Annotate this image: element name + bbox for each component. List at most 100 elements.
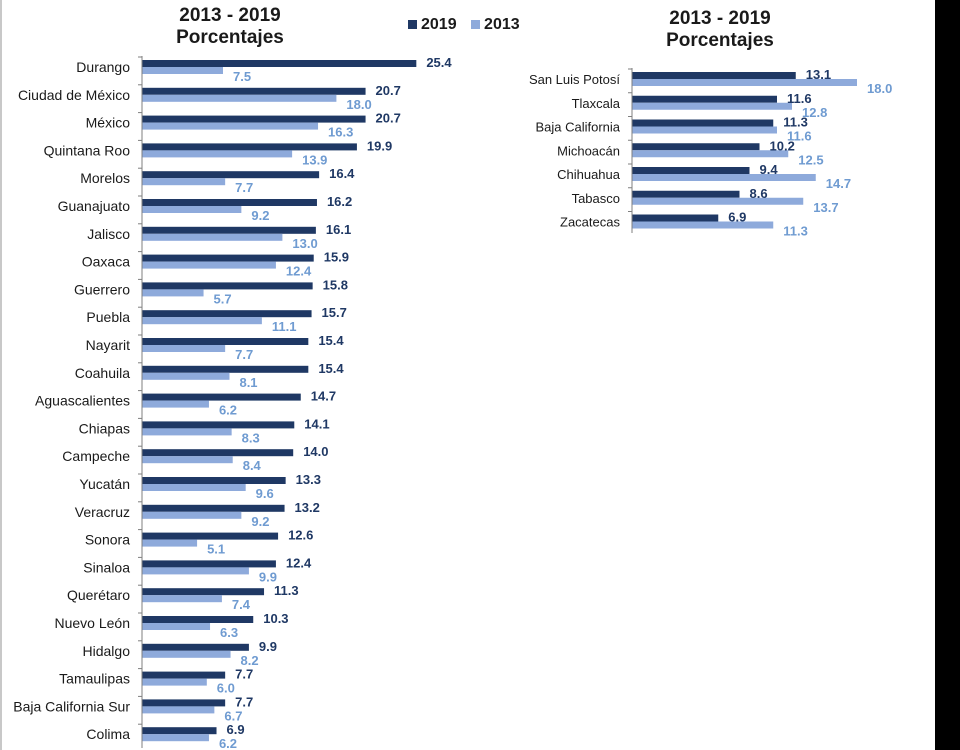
left-value-label-2019: 15.4: [318, 333, 344, 348]
left-value-label-2019: 12.6: [288, 528, 313, 543]
left-bar-2019: [142, 254, 314, 262]
left-bar-2013: [142, 400, 209, 408]
left-value-label-2019: 15.9: [324, 250, 349, 265]
left-category-label: Quintana Roo: [44, 142, 131, 158]
right-category-label: Tlaxcala: [572, 96, 621, 111]
left-category-label: Baja California Sur: [13, 698, 130, 714]
right-value-label-2013: 12.5: [798, 152, 823, 167]
left-value-label-2013: 6.0: [217, 681, 235, 696]
left-bar-2013: [142, 150, 293, 158]
left-category-label: Morelos: [80, 170, 130, 186]
left-bar-2013: [142, 595, 222, 603]
left-bar-2019: [142, 60, 417, 67]
left-bar-2013: [142, 261, 276, 269]
left-bar-2019: [142, 199, 317, 206]
left-value-label-2013: 6.7: [224, 708, 242, 723]
right-value-label-2013: 11.6: [787, 129, 812, 144]
left-bar-2019: [142, 282, 313, 290]
left-bar-2019: [142, 643, 249, 651]
right-value-label-2013: 12.8: [802, 105, 827, 120]
right-bar-2013: [632, 102, 792, 110]
left-bar-2013: [142, 67, 223, 74]
left-value-label-2019: 14.1: [304, 416, 329, 431]
right-bar-2013: [632, 79, 857, 86]
right-bar-2019: [632, 95, 777, 103]
left-bar-2013: [142, 539, 198, 547]
left-category-label: Colima: [86, 726, 130, 742]
right-value-label-2019: 13.1: [806, 67, 831, 82]
left-bar-2013: [142, 317, 262, 325]
left-value-label-2013: 8.4: [243, 458, 262, 473]
left-value-label-2013: 6.2: [219, 736, 237, 750]
left-bar-2013: [142, 206, 242, 213]
left-bar-2013: [142, 484, 246, 491]
left-bar-2019: [142, 310, 312, 318]
right-chart-title-years: 2013 - 2019: [669, 8, 771, 29]
left-bar-2019: [142, 171, 320, 179]
left-bar-2019: [142, 588, 265, 596]
left-category-label: Sinaloa: [83, 559, 130, 575]
left-bar-2019: [142, 560, 276, 568]
left-category-label: Guanajuato: [58, 198, 131, 214]
left-value-label-2013: 7.7: [235, 180, 253, 195]
left-bar-2013: [142, 122, 319, 130]
right-bar-2013: [632, 174, 816, 181]
left-bar-2013: [142, 233, 283, 241]
left-bar-2013: [142, 289, 204, 297]
left-value-label-2013: 13.9: [302, 152, 327, 167]
left-value-label-2019: 16.4: [329, 166, 355, 181]
left-value-label-2013: 7.5: [233, 69, 251, 84]
left-bar-2013: [142, 372, 230, 380]
right-value-label-2019: 6.9: [728, 210, 746, 225]
right-bar-2013: [632, 126, 777, 134]
right-value-label-2019: 9.4: [760, 162, 779, 177]
left-category-label: Jalisco: [87, 226, 130, 242]
left-value-label-2013: 9.6: [256, 486, 274, 501]
left-value-label-2013: 8.3: [242, 430, 260, 445]
left-value-label-2013: 7.4: [232, 597, 251, 612]
right-chart-title: 2013 - 2019 Porcentajes: [600, 8, 840, 52]
left-border: [0, 0, 2, 750]
right-category-label: Michoacán: [557, 143, 620, 158]
left-value-label-2019: 20.7: [376, 111, 401, 126]
right-bar-2019: [632, 190, 740, 198]
right-category-label: Baja California: [535, 120, 620, 135]
left-value-label-2013: 12.4: [286, 264, 312, 279]
right-bar-2019: [632, 119, 774, 127]
legend-item-2019: 2019: [408, 16, 457, 33]
left-bar-2013: [142, 623, 211, 630]
left-bar-2019: [142, 616, 254, 623]
left-bar-2019: [142, 449, 294, 457]
left-bar-2013: [142, 456, 233, 464]
left-chart-title: 2013 - 2019 Porcentajes: [120, 5, 340, 49]
legend-item-2013: 2013: [471, 16, 520, 33]
left-bar-2013: [142, 567, 249, 575]
left-category-label: México: [86, 115, 131, 131]
left-category-label: Ciudad de México: [18, 87, 130, 103]
left-value-label-2019: 11.3: [274, 583, 299, 598]
left-bar-2019: [142, 727, 217, 735]
left-bar-2019: [142, 699, 226, 707]
left-value-label-2019: 15.4: [318, 361, 344, 376]
right-bar-2019: [632, 143, 760, 151]
right-bar-2013: [632, 197, 804, 205]
left-value-label-2013: 11.1: [272, 319, 297, 334]
left-bar-2013: [142, 650, 231, 658]
right-value-label-2013: 13.7: [813, 200, 838, 215]
left-value-label-2019: 16.1: [326, 222, 351, 237]
left-bar-2013: [142, 734, 209, 742]
left-value-label-2019: 7.7: [235, 694, 253, 709]
right-value-label-2019: 10.2: [770, 138, 795, 153]
right-value-label-2019: 11.6: [787, 91, 812, 106]
legend-swatch-2013: [471, 20, 481, 30]
right-bar-2019: [632, 214, 719, 222]
left-bar-2013: [142, 345, 226, 352]
left-category-label: Oaxaca: [82, 254, 130, 270]
left-value-label-2013: 5.1: [207, 542, 225, 557]
left-category-label: Querétaro: [67, 587, 130, 603]
left-category-label: Nayarit: [86, 337, 130, 353]
left-bar-2019: [142, 338, 309, 345]
right-bar-2013: [632, 221, 774, 229]
left-chart-title-units: Porcentajes: [176, 27, 284, 48]
left-value-label-2019: 15.8: [323, 277, 348, 292]
